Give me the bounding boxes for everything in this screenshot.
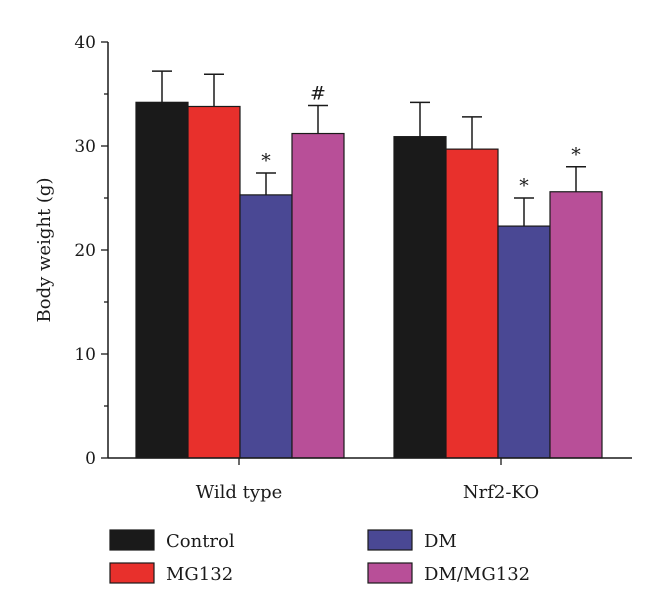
bar-dm-mg132-0	[291, 132, 345, 459]
y-axis-label: Body weight (g)	[34, 178, 55, 323]
y-tick-label: 40	[74, 33, 96, 53]
y-tick-label: 30	[74, 137, 96, 157]
legend-swatch-dm	[367, 529, 413, 551]
bar-dm-0	[239, 194, 293, 459]
bar-control-0	[135, 101, 189, 459]
legend-label: Control	[166, 531, 235, 552]
y-tick-label: 10	[74, 345, 96, 365]
bar-control-1	[393, 136, 447, 459]
legend-swatch-dm-mg132	[367, 562, 413, 584]
significance-marker: *	[519, 175, 529, 197]
axes: 0 10 20 30 40 Wild type Nrf2-KO	[74, 33, 632, 503]
bar-mg132-0	[187, 105, 241, 459]
legend-swatch-control	[109, 529, 155, 551]
significance-marker: *	[571, 144, 581, 166]
significance-marker: *	[261, 150, 271, 172]
bar-dm-mg132-1	[549, 191, 603, 459]
significance-marker: #	[310, 82, 326, 104]
y-tick-label: 20	[74, 241, 96, 261]
legend-label: DM/MG132	[424, 564, 530, 585]
legend: Control MG132 DM DM/MG132	[109, 529, 530, 585]
y-tick-label: 0	[85, 449, 96, 469]
x-tick-label: Wild type	[196, 482, 283, 503]
legend-label: MG132	[166, 564, 233, 585]
plot-area: * # * *	[135, 70, 603, 459]
x-tick-label: Nrf2-KO	[463, 482, 539, 503]
legend-swatch-mg132	[109, 562, 155, 584]
legend-label: DM	[424, 531, 457, 552]
bar-mg132-1	[445, 148, 499, 459]
bar-dm-1	[497, 225, 551, 459]
